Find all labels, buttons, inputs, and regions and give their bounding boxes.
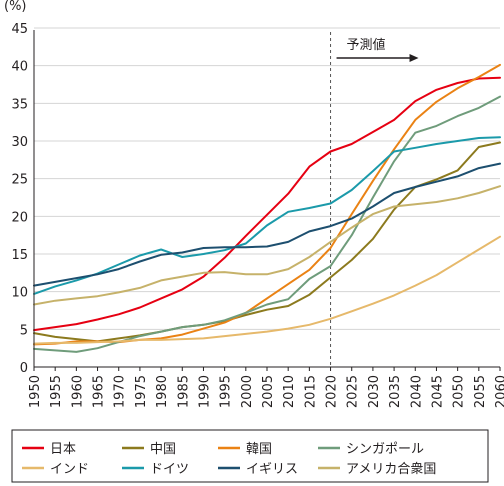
legend-label: ドイツ [150,462,189,477]
x-tick-label: 2060 [494,375,504,408]
x-tick-label: 2045 [430,375,445,408]
series-line [33,185,501,306]
y-tick-label: 20 [11,210,28,225]
y-tick-label: 45 [11,22,28,37]
series-line [33,63,501,346]
y-tick-label: 0 [20,361,28,376]
axes [33,30,500,368]
y-tick-label: 35 [11,97,28,112]
series-line [33,141,501,343]
y-tick-label: 25 [11,173,28,188]
series-line [33,76,501,332]
x-tick-label: 1985 [176,375,191,408]
y-axis-ticks: 0 5 10 15 20 25 30 35 40 45 [11,22,28,376]
forecast-marker: 予測値 [330,32,419,367]
x-tick-label: 2010 [282,375,297,408]
y-axis-unit: (%) [4,0,27,14]
x-tick-label: 1950 [28,375,43,408]
legend-label: 韓国 [246,442,272,457]
series-line [33,162,501,287]
legend-label: シンガポール [346,442,424,457]
x-tick-label: 2025 [346,375,361,408]
y-tick-label: 15 [11,248,28,263]
legend-label: インド [50,462,89,477]
x-tick-label: 1995 [219,375,234,408]
x-tick-label: 2030 [367,375,382,408]
forecast-label: 予測値 [347,37,386,53]
x-tick-label: 2040 [409,375,424,408]
x-tick-label: 1975 [134,375,149,408]
x-tick-label: 2055 [473,375,488,408]
legend-label: イギリス [246,462,298,477]
x-tick-label: 1990 [197,375,212,408]
x-tick-label: 1980 [155,375,170,408]
legend-label: アメリカ合衆国 [346,461,436,477]
x-tick-label: 2005 [261,375,276,408]
x-tick-label: 1960 [70,375,85,408]
grid-lines [34,27,500,330]
y-tick-label: 10 [11,286,28,301]
legend-label: 中国 [150,442,176,457]
x-tick-label: 2050 [452,375,467,408]
x-tick-label: 1955 [49,375,64,408]
y-tick-label: 5 [20,323,28,338]
x-tick-label: 2000 [240,375,255,408]
x-tick-label: 1970 [113,375,128,408]
x-tick-label: 2035 [388,375,403,408]
forecast-arrow-head [409,54,419,62]
series-line [33,136,501,295]
x-tick-label: 1965 [92,375,107,408]
x-tick-label: 2020 [325,375,340,408]
series-line [33,95,501,353]
series-line [33,235,501,345]
x-tick-label: 2015 [303,375,318,408]
x-axis-ticks: 1950 1955 1960 1965 1970 1975 1980 1985 1990 1995… [28,367,504,408]
series-lines [33,63,501,353]
legend-box [11,429,489,483]
y-tick-label: 30 [11,135,28,150]
y-tick-label: 40 [11,60,28,75]
legend-label: 日本 [50,442,76,457]
